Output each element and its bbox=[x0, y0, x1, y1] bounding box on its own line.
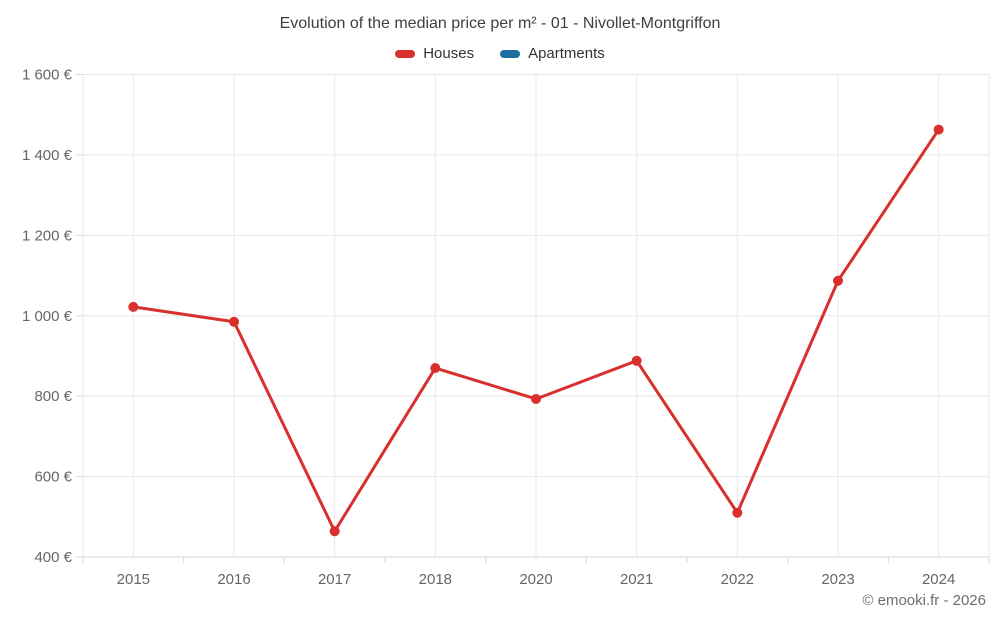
x-axis-label: 2022 bbox=[721, 571, 754, 588]
houses-point-2022[interactable] bbox=[732, 507, 743, 518]
legend-swatch-apartments bbox=[500, 49, 521, 58]
houses-point-2017[interactable] bbox=[329, 526, 340, 537]
y-axis-label: 400 € bbox=[34, 549, 72, 566]
x-axis-label: 2020 bbox=[519, 571, 552, 588]
houses-point-2018[interactable] bbox=[430, 363, 441, 374]
x-axis-label: 2016 bbox=[217, 571, 250, 588]
x-axis-label: 2024 bbox=[922, 571, 955, 588]
legend-item-houses[interactable]: Houses bbox=[395, 45, 474, 62]
y-axis-label: 1 200 € bbox=[22, 227, 73, 244]
y-axis-label: 800 € bbox=[34, 388, 72, 405]
x-axis-label: 2018 bbox=[419, 571, 452, 588]
legend-item-apartments[interactable]: Apartments bbox=[500, 45, 605, 62]
houses-point-2016[interactable] bbox=[229, 316, 239, 327]
y-axis-label: 1 000 € bbox=[22, 308, 73, 325]
houses-point-2015[interactable] bbox=[128, 301, 139, 312]
x-axis-label: 2017 bbox=[318, 571, 351, 588]
legend-label: Houses bbox=[423, 45, 475, 62]
x-axis-label: 2015 bbox=[117, 571, 150, 588]
legend-swatch-houses bbox=[395, 49, 416, 58]
legend-label: Apartments bbox=[528, 45, 605, 62]
y-axis-label: 600 € bbox=[34, 469, 72, 486]
houses-point-2021[interactable] bbox=[631, 355, 642, 366]
x-axis-label: 2021 bbox=[620, 571, 653, 588]
houses-point-2023[interactable] bbox=[833, 275, 843, 286]
chart-title: Evolution of the median price per m² - 0… bbox=[279, 15, 721, 32]
houses-point-2024[interactable] bbox=[933, 124, 944, 135]
x-axis-label: 2023 bbox=[821, 571, 854, 588]
houses-point-2020[interactable] bbox=[531, 393, 541, 404]
credit-text: © emooki.fr - 2026 bbox=[862, 592, 986, 609]
y-axis-label: 1 400 € bbox=[22, 147, 73, 164]
legend: Houses Apartments bbox=[0, 45, 1000, 62]
y-axis-label: 1 600 € bbox=[22, 67, 73, 84]
